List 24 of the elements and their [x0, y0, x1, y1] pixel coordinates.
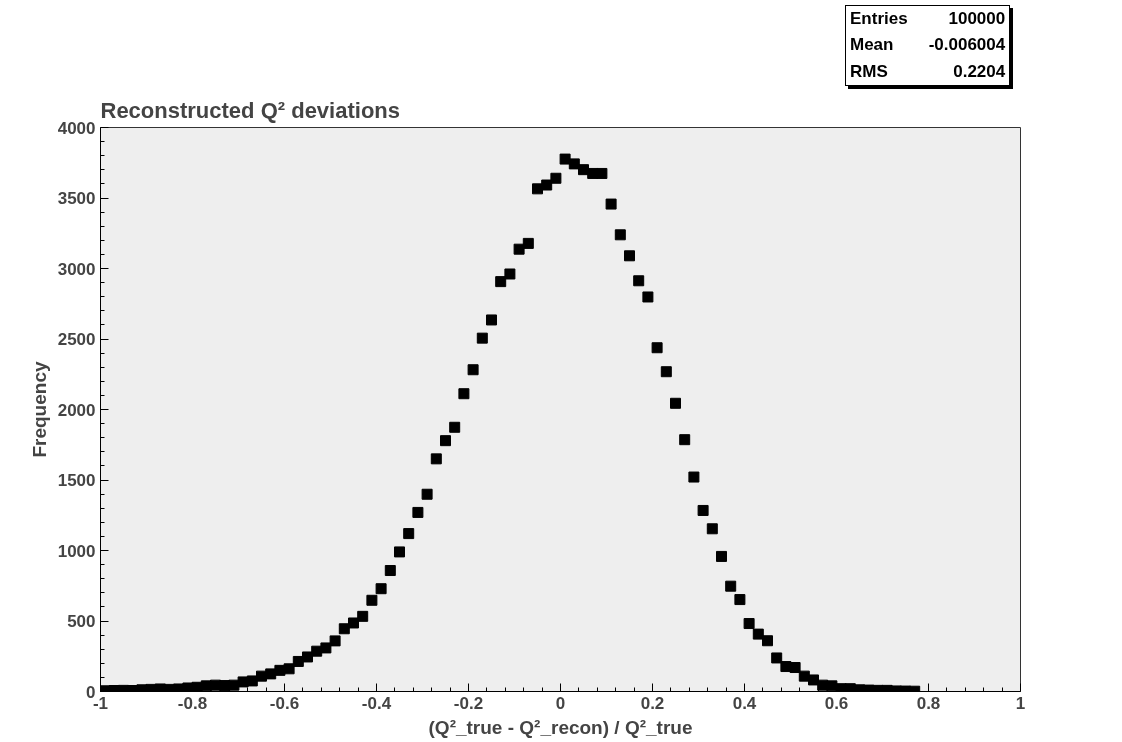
y-tick-label: 500: [67, 612, 96, 631]
x-tick-label: 0.6: [824, 693, 849, 713]
y-tick-label: 4000: [57, 118, 96, 138]
x-tick-label: 1: [1015, 693, 1026, 713]
chart-title: Reconstructed Q² deviations: [100, 97, 401, 123]
x-tick-label: -0.8: [177, 693, 208, 713]
x-axis-title: (Q²_true - Q²_recon) / Q²_true: [428, 716, 693, 738]
x-tick-label: 0: [555, 693, 566, 713]
y-tick-label: 3000: [57, 259, 96, 279]
y-tick-label: 2000: [57, 400, 96, 420]
y-tick-label: 2500: [57, 330, 96, 349]
y-axis-title: Frequency: [28, 361, 50, 458]
x-tick-label: -0.4: [361, 693, 392, 713]
x-tick-label: -0.6: [269, 693, 300, 713]
x-tick-label: 0.8: [916, 693, 941, 713]
x-tick-label: 0.2: [640, 693, 665, 713]
x-tick-label: -0.2: [453, 693, 484, 713]
x-tick-label: 0.4: [732, 693, 757, 713]
y-tick-label: 3500: [57, 189, 96, 208]
y-tick-label: 1500: [57, 471, 96, 490]
text: Mean -0.006004: [850, 35, 1006, 55]
text: Entries 100000: [850, 9, 1006, 28]
y-tick-label: 1000: [57, 541, 96, 561]
text: RMS 0.2204: [850, 61, 1006, 81]
